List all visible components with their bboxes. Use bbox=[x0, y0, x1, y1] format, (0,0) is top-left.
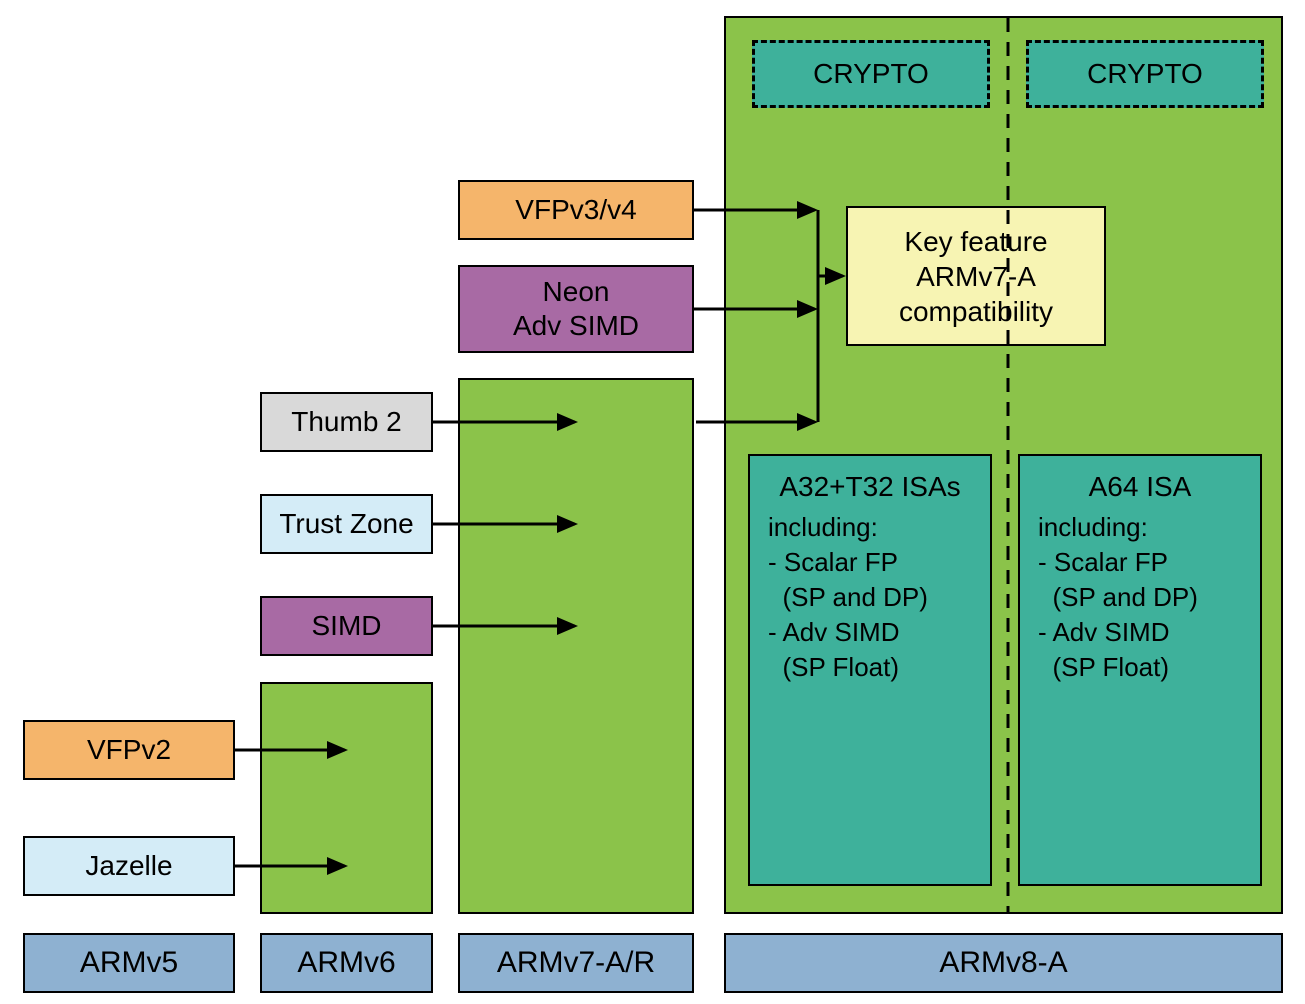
isa-right-line2: - Adv SIMD bbox=[1038, 615, 1242, 650]
crypto-left-label: CRYPTO bbox=[813, 58, 929, 90]
jazelle-box: Jazelle bbox=[23, 836, 235, 896]
isa-left-including: including: bbox=[768, 510, 972, 545]
neon-label: Neon Adv SIMD bbox=[513, 275, 639, 342]
jazelle-label: Jazelle bbox=[85, 849, 172, 883]
armv6-label-box: ARMv6 bbox=[260, 933, 433, 993]
isa-a64-block: A64 ISA including: - Scalar FP (SP and D… bbox=[1018, 454, 1262, 886]
crypto-right-label: CRYPTO bbox=[1087, 58, 1203, 90]
thumb2-label: Thumb 2 bbox=[291, 405, 402, 439]
isa-a32-t32-block: A32+T32 ISAs including: - Scalar FP (SP … bbox=[748, 454, 992, 886]
key-feature-box: Key feature ARMv7-A compatibility bbox=[846, 206, 1106, 346]
armv8-label-box: ARMv8-A bbox=[724, 933, 1283, 993]
armv7-label: ARMv7-A/R bbox=[497, 946, 655, 980]
isa-right-title: A64 ISA bbox=[1038, 468, 1242, 506]
isa-right-including: including: bbox=[1038, 510, 1242, 545]
simd-box: SIMD bbox=[260, 596, 433, 656]
simd-label: SIMD bbox=[312, 609, 382, 643]
isa-left-line2: - Adv SIMD bbox=[768, 615, 972, 650]
thumb2-box: Thumb 2 bbox=[260, 392, 433, 452]
neon-box: Neon Adv SIMD bbox=[458, 265, 694, 353]
isa-left-line1b: (SP and DP) bbox=[768, 580, 972, 615]
trustzone-label: Trust Zone bbox=[279, 507, 413, 541]
vfpv3-label: VFPv3/v4 bbox=[515, 193, 636, 227]
vfpv3-box: VFPv3/v4 bbox=[458, 180, 694, 240]
isa-right-line1: - Scalar FP bbox=[1038, 545, 1242, 580]
isa-left-line1: - Scalar FP bbox=[768, 545, 972, 580]
vfpv2-label: VFPv2 bbox=[87, 733, 171, 767]
arm-architecture-diagram: CRYPTO CRYPTO Key feature ARMv7-A compat… bbox=[0, 0, 1305, 1004]
armv6-column bbox=[260, 682, 433, 914]
armv7-label-box: ARMv7-A/R bbox=[458, 933, 694, 993]
armv5-label: ARMv5 bbox=[80, 946, 178, 980]
vfpv2-box: VFPv2 bbox=[23, 720, 235, 780]
isa-right-line2b: (SP Float) bbox=[1038, 650, 1242, 685]
crypto-left-box: CRYPTO bbox=[752, 40, 990, 108]
armv6-label: ARMv6 bbox=[297, 946, 395, 980]
armv7-column bbox=[458, 378, 694, 914]
isa-right-line1b: (SP and DP) bbox=[1038, 580, 1242, 615]
armv5-label-box: ARMv5 bbox=[23, 933, 235, 993]
isa-left-title: A32+T32 ISAs bbox=[768, 468, 972, 506]
armv8-label: ARMv8-A bbox=[939, 946, 1067, 980]
trustzone-box: Trust Zone bbox=[260, 494, 433, 554]
crypto-right-box: CRYPTO bbox=[1026, 40, 1264, 108]
key-feature-label: Key feature ARMv7-A compatibility bbox=[899, 224, 1053, 329]
isa-left-line2b: (SP Float) bbox=[768, 650, 972, 685]
